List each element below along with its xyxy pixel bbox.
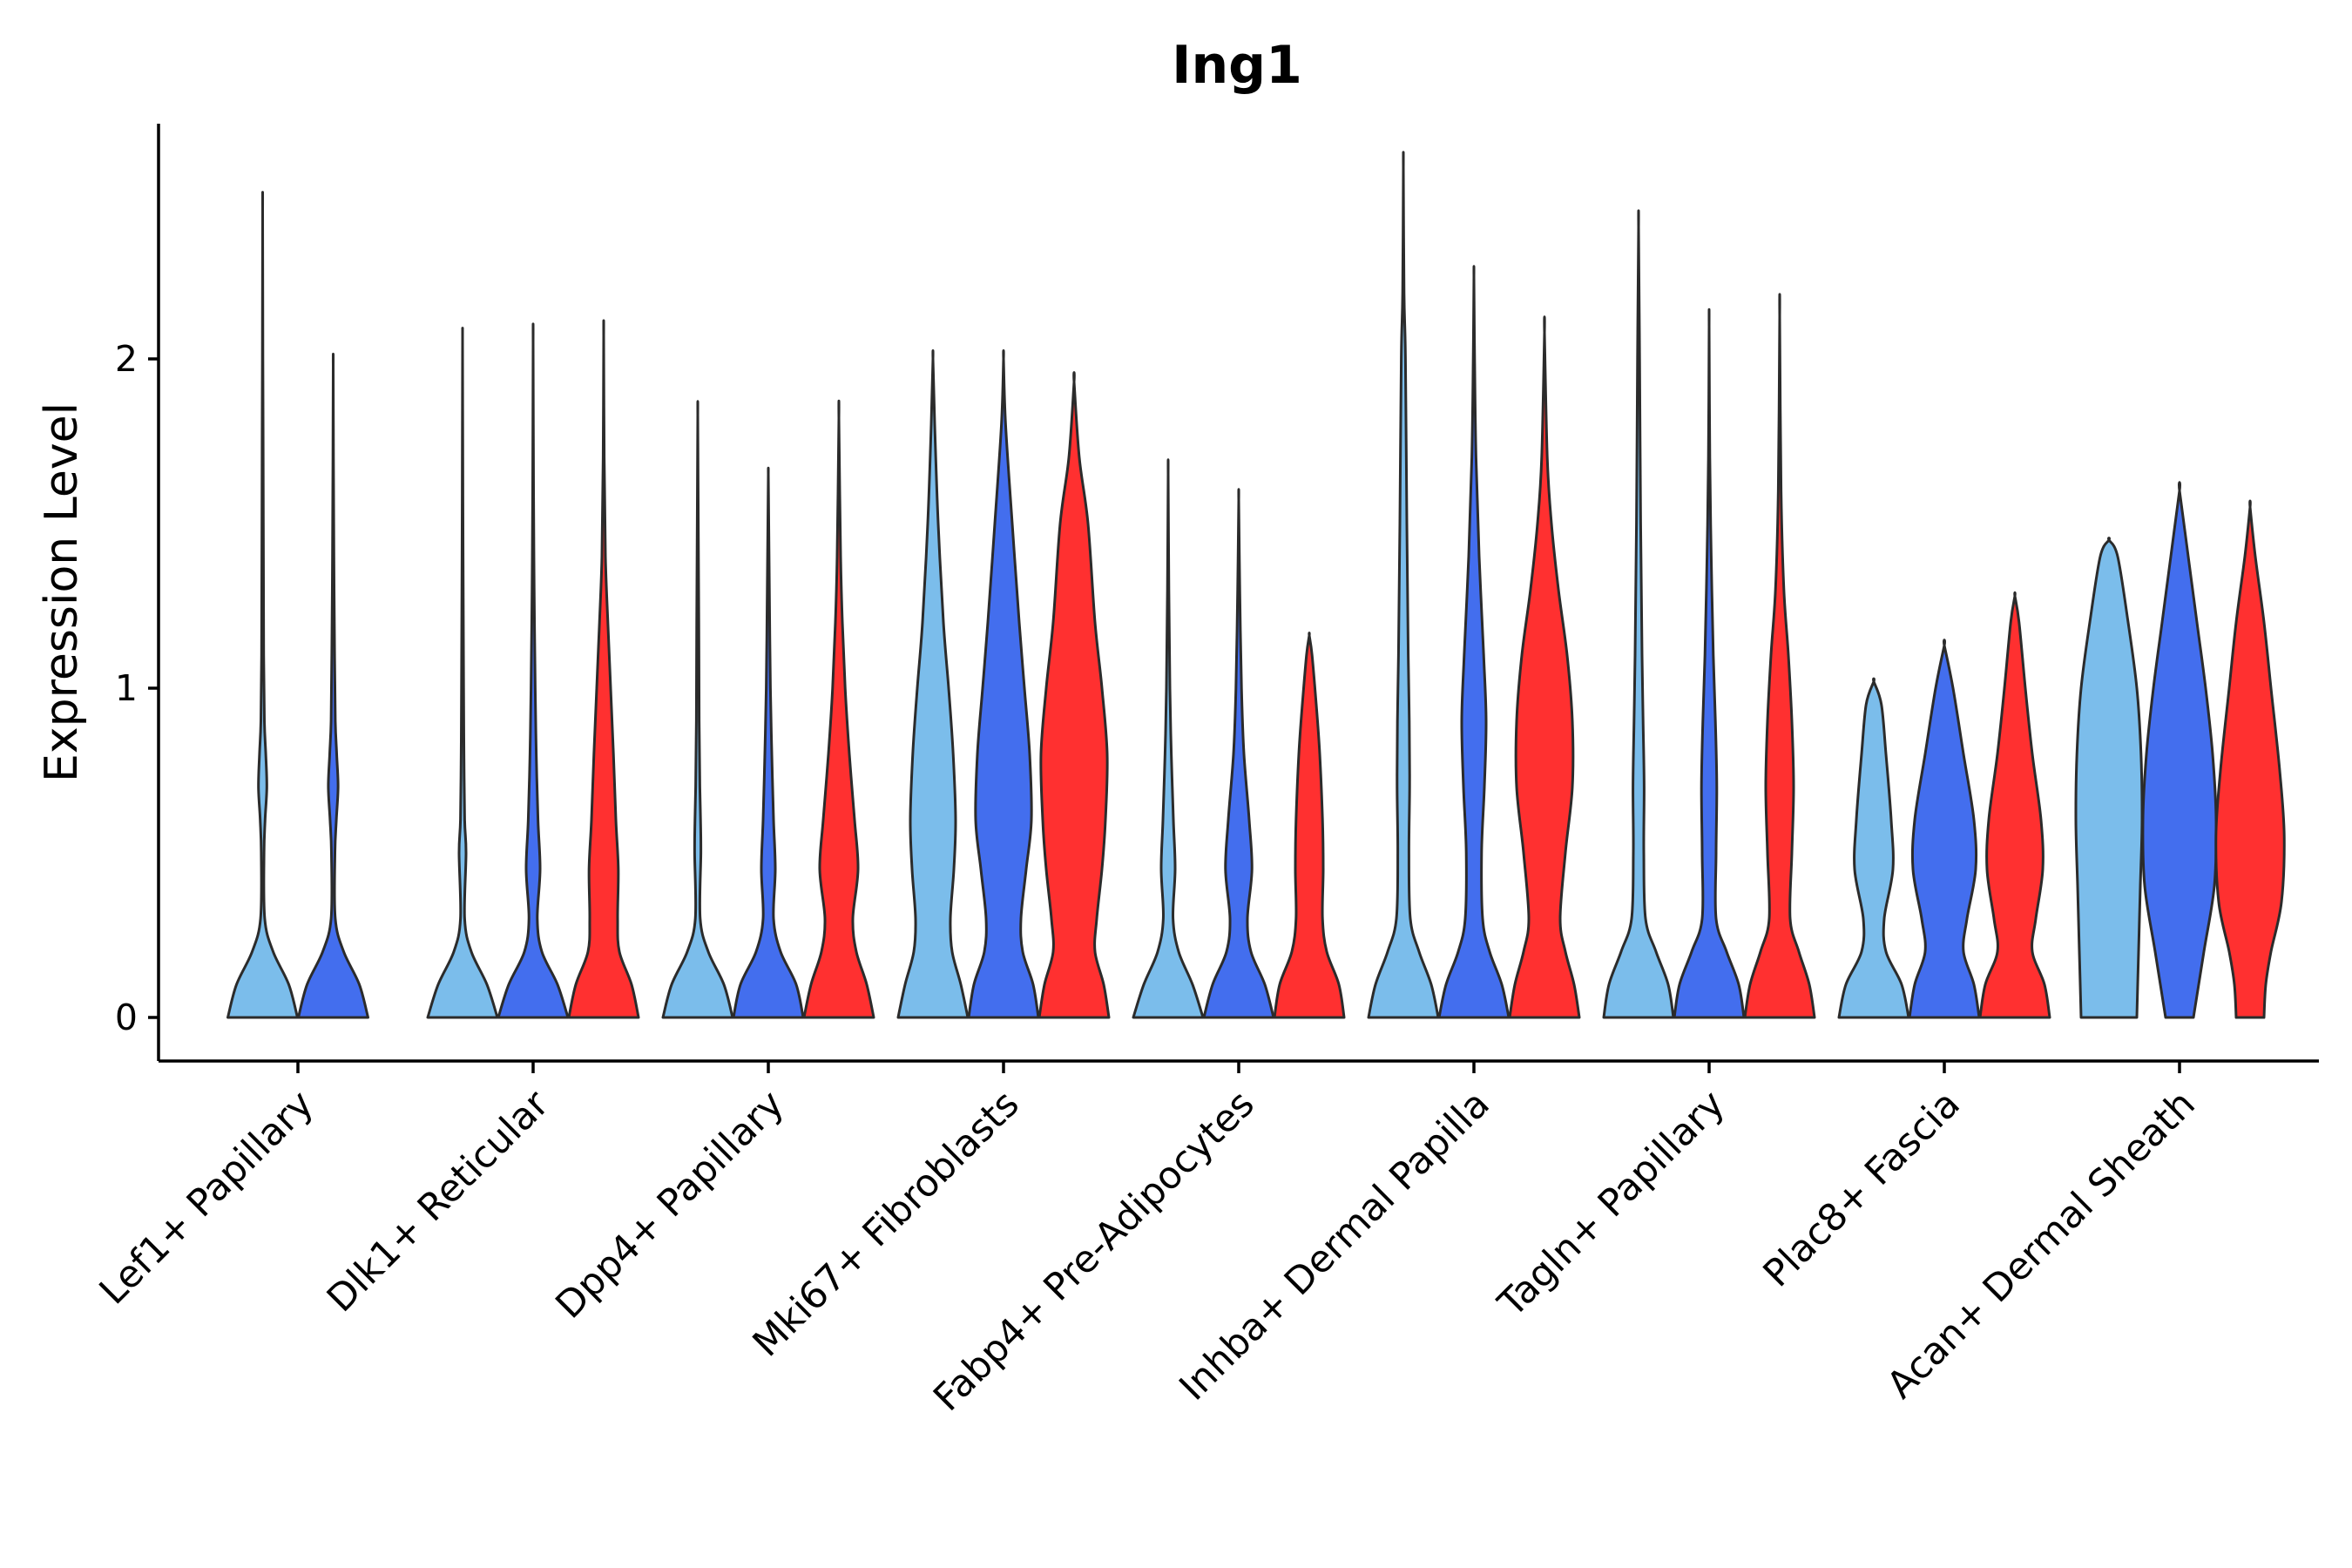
violin-group-1 — [2074, 537, 2144, 1019]
y-tick-label: 2 — [115, 338, 138, 380]
y-tick-label: 1 — [115, 667, 138, 709]
violin-group-3 — [1508, 315, 1581, 1019]
violin-group-1 — [1837, 677, 1910, 1019]
violin-group-1 — [1132, 458, 1205, 1019]
violin-group-1 — [426, 327, 499, 1019]
x-tick-label: Tagln+ Papillary — [1490, 1082, 1734, 1326]
chart-title: Ing1 — [1172, 35, 1302, 96]
violin-group-1 — [1602, 209, 1675, 1019]
violin-group-3 — [1743, 293, 1816, 1019]
violin-group-2 — [1673, 308, 1746, 1019]
violin-group-2 — [497, 322, 570, 1019]
violin-group-2 — [967, 349, 1040, 1019]
violin-group-2 — [297, 352, 369, 1019]
y-tick-label: 0 — [115, 997, 138, 1038]
violin-group-2 — [2141, 481, 2218, 1019]
violin-group — [226, 151, 2286, 1019]
violin-group-2 — [1437, 265, 1511, 1019]
violin-group-1 — [1367, 151, 1440, 1019]
violin-group-1 — [896, 349, 970, 1019]
x-tick-label: Lef1+ Papillary — [91, 1082, 322, 1313]
y-axis-ticks: 0 1 2 — [115, 338, 159, 1038]
x-tick-label: Mki67+ Fibroblasts — [745, 1082, 1028, 1365]
violin-group-3 — [1978, 591, 2051, 1019]
violin-group-1 — [661, 400, 734, 1019]
violin-group-3 — [1273, 632, 1346, 1019]
y-axis-label: Expression Level — [36, 402, 88, 782]
x-tick-label: Dlk1+ Reticular — [319, 1082, 558, 1321]
violin-group-2 — [1202, 488, 1275, 1019]
x-tick-label: Plac8+ Fascia — [1755, 1082, 1969, 1295]
violin-group-3 — [802, 399, 875, 1019]
violin-group-3 — [567, 319, 640, 1019]
violin-group-3 — [1037, 371, 1111, 1019]
violin-group-3 — [2214, 499, 2286, 1019]
violin-group-1 — [226, 191, 299, 1019]
violin-group-2 — [1908, 639, 1981, 1019]
x-tick-label: Dpp4+ Papillary — [548, 1082, 793, 1327]
violin-group-2 — [732, 466, 805, 1019]
